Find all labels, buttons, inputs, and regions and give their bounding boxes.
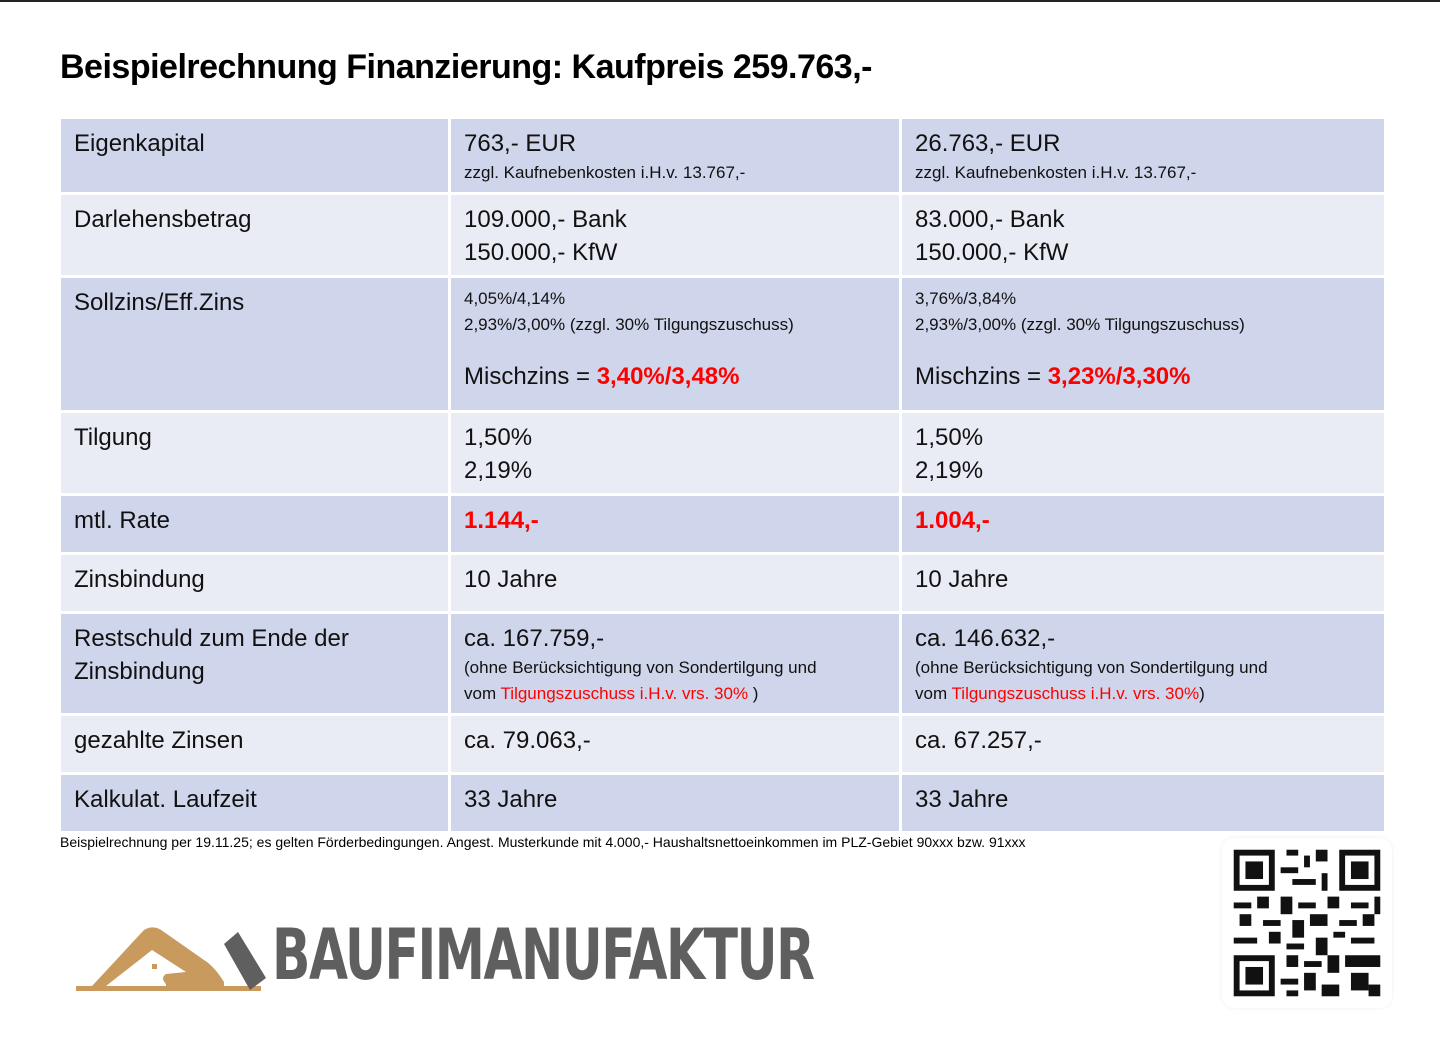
repayment-kfw: 2,19% [464, 457, 533, 484]
note-highlight: Tilgungszuschuss i.H.v. vrs. 30% [951, 684, 1200, 703]
row-label: Eigenkapital [58, 116, 451, 195]
row-label: Zinsbindung [58, 552, 451, 614]
loan-bank: 109.000,- Bank [464, 206, 627, 233]
financing-table: Eigenkapital 763,- EUR zzgl. Kaufnebenkos… [58, 116, 1387, 834]
remaining-debt-note: (ohne Berücksichtigung von Sondertilgung… [464, 658, 817, 677]
footnote: Beispielrechnung per 19.11.25; es gelten… [60, 834, 1026, 850]
page-title: Beispielrechnung Finanzierung: Kaufpreis… [60, 48, 872, 86]
loan-kfw: 150.000,- KfW [464, 239, 618, 266]
cell-option-a: 10 Jahre [448, 552, 902, 614]
cell-option-b: ca. 67.257,- [899, 713, 1387, 775]
cell-option-b: 1,50% 2,19% [899, 410, 1387, 496]
company-logo: BAUFIMANUFAKTUR [74, 914, 815, 1000]
mixed-rate-label: Mischzins = [464, 363, 597, 390]
cell-option-a: ca. 79.063,- [448, 713, 902, 775]
table-row-tilgung: Tilgung 1,50% 2,19% 1,50% 2,19% [58, 410, 1387, 496]
row-label: gezahlte Zinsen [58, 713, 451, 775]
cell-option-b: 33 Jahre [899, 772, 1387, 834]
row-label: mtl. Rate [58, 493, 451, 555]
loan-bank: 83.000,- Bank [915, 206, 1065, 233]
note-text: ) [748, 684, 759, 703]
equity-note: zzgl. Kaufnebenkosten i.H.v. 13.767,- [915, 163, 1197, 182]
cell-option-a: ca. 167.759,- (ohne Berücksichtigung von… [448, 611, 902, 716]
repayment-bank: 1,50% [464, 424, 533, 451]
qr-code[interactable] [1222, 838, 1392, 1008]
qr-code-icon [1233, 849, 1381, 997]
rate-bank: 4,05%/4,14% [464, 289, 566, 308]
top-border [0, 0, 1440, 2]
table-row-darlehensbetrag: Darlehensbetrag 109.000,- Bank 150.000,- … [58, 192, 1387, 278]
row-label: Tilgung [58, 410, 451, 496]
rate-kfw: 2,93%/3,00% (zzgl. 30% Tilgungszuschuss) [915, 315, 1245, 334]
monthly-rate-b: 1.004,- [899, 493, 1387, 555]
table-row-zins: Sollzins/Eff.Zins 4,05%/4,14% 2,93%/3,00… [58, 275, 1387, 413]
table-row-eigenkapital: Eigenkapital 763,- EUR zzgl. Kaufnebenkos… [58, 116, 1387, 195]
table-row-laufzeit: Kalkulat. Laufzeit 33 Jahre 33 Jahre [58, 772, 1387, 834]
cell-option-b: 10 Jahre [899, 552, 1387, 614]
cell-option-b: 3,76%/3,84% 2,93%/3,00% (zzgl. 30% Tilgu… [899, 275, 1387, 413]
rate-kfw: 2,93%/3,00% (zzgl. 30% Tilgungszuschuss) [464, 315, 794, 334]
note-text: vom [915, 684, 952, 703]
mixed-rate-value: 3,23%/3,30% [1047, 363, 1191, 390]
remaining-debt: ca. 146.632,- [915, 625, 1056, 652]
equity-value: 763,- EUR [464, 130, 577, 157]
repayment-kfw: 2,19% [915, 457, 984, 484]
remaining-debt-note: (ohne Berücksichtigung von Sondertilgung… [915, 658, 1268, 677]
remaining-debt-note-2: vom Tilgungszuschuss i.H.v. vrs. 30% ) [464, 681, 887, 707]
cell-option-b: 83.000,- Bank 150.000,- KfW [899, 192, 1387, 278]
house-hand-icon [76, 927, 266, 991]
note-text: ) [1199, 684, 1205, 703]
equity-value: 26.763,- EUR [915, 130, 1061, 157]
note-text: vom [464, 684, 501, 703]
row-label: Darlehensbetrag [58, 192, 451, 278]
repayment-bank: 1,50% [915, 424, 984, 451]
cell-option-b: ca. 146.632,- (ohne Berücksichtigung von… [899, 611, 1387, 716]
cell-option-a: 33 Jahre [448, 772, 902, 834]
mixed-rate-value: 3,40%/3,48% [596, 363, 740, 390]
cell-option-a: 763,- EUR zzgl. Kaufnebenkosten i.H.v. 13… [448, 116, 902, 195]
row-label: Kalkulat. Laufzeit [58, 772, 451, 834]
note-highlight: Tilgungszuschuss i.H.v. vrs. 30% [500, 684, 749, 703]
cell-option-a: 4,05%/4,14% 2,93%/3,00% (zzgl. 30% Tilgu… [448, 275, 902, 413]
remaining-debt-note-2: vom Tilgungszuschuss i.H.v. vrs. 30%) [915, 681, 1372, 707]
table-row-zinsbindung: Zinsbindung 10 Jahre 10 Jahre [58, 552, 1387, 614]
row-label: Restschuld zum Ende der Zinsbindung [58, 611, 451, 716]
loan-kfw: 150.000,- KfW [915, 239, 1069, 266]
cell-option-b: 26.763,- EUR zzgl. Kaufnebenkosten i.H.v.… [899, 116, 1387, 195]
remaining-debt: ca. 167.759,- [464, 625, 605, 652]
cell-option-a: 109.000,- Bank 150.000,- KfW [448, 192, 902, 278]
row-label: Sollzins/Eff.Zins [58, 275, 451, 413]
mixed-rate-label: Mischzins = [915, 363, 1048, 390]
cell-option-a: 1,50% 2,19% [448, 410, 902, 496]
table-row-zinsen: gezahlte Zinsen ca. 79.063,- ca. 67.257,… [58, 713, 1387, 775]
logo-text: BAUFIMANUFAKTUR [272, 914, 815, 996]
monthly-rate-a: 1.144,- [448, 493, 902, 555]
equity-note: zzgl. Kaufnebenkosten i.H.v. 13.767,- [464, 163, 746, 182]
table-row-rate: mtl. Rate 1.144,- 1.004,- [58, 493, 1387, 555]
rate-bank: 3,76%/3,84% [915, 289, 1017, 308]
table-row-restschuld: Restschuld zum Ende der Zinsbindung ca. … [58, 611, 1387, 716]
